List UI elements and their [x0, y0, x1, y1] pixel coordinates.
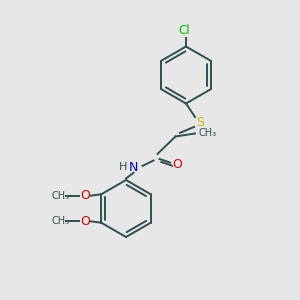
- Text: O: O: [80, 215, 90, 228]
- Text: N: N: [129, 161, 138, 174]
- Text: Cl: Cl: [179, 24, 190, 37]
- Text: H: H: [118, 161, 127, 172]
- Text: O: O: [172, 158, 182, 172]
- Text: CH₃: CH₃: [51, 191, 69, 201]
- Text: S: S: [196, 116, 204, 129]
- Text: O: O: [80, 189, 90, 202]
- Text: CH₃: CH₃: [51, 216, 69, 226]
- Text: CH₃: CH₃: [199, 128, 217, 138]
